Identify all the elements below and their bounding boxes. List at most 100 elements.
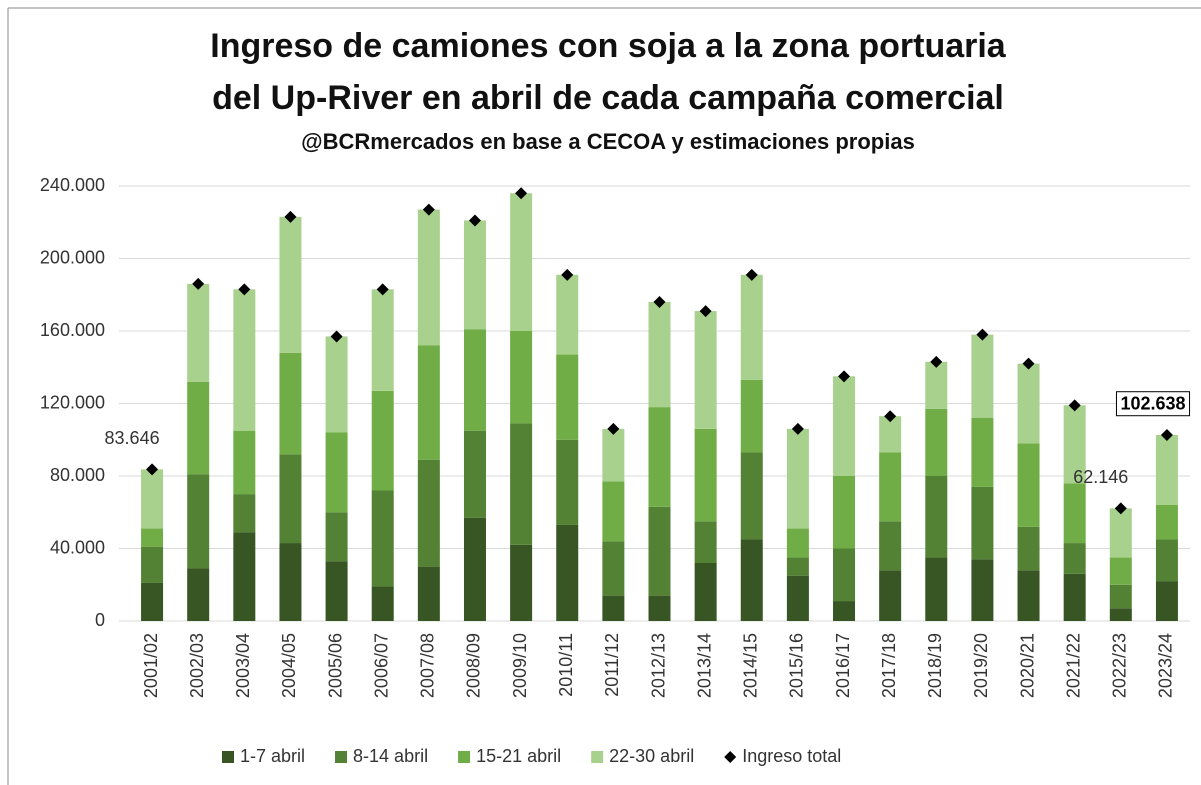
legend-swatch bbox=[458, 751, 471, 763]
bar-segment bbox=[510, 423, 533, 545]
x-tick-label: 2017/18 bbox=[879, 633, 899, 698]
chart-title: Ingreso de camiones con soja a la zona p… bbox=[210, 27, 1007, 65]
bar-segment bbox=[879, 452, 902, 522]
bar-segment bbox=[648, 506, 671, 596]
x-tick-label: 2004/05 bbox=[279, 633, 299, 698]
bar-segment bbox=[786, 428, 809, 529]
y-tick-label: 120.000 bbox=[40, 392, 105, 412]
x-tick-label: 2020/21 bbox=[1017, 633, 1037, 698]
bar-segment bbox=[694, 311, 717, 429]
bar-segment bbox=[463, 430, 486, 518]
bar-segment bbox=[1109, 508, 1132, 558]
total-marker bbox=[1160, 428, 1173, 441]
total-marker bbox=[1114, 502, 1127, 515]
bar-segment bbox=[602, 595, 625, 621]
bar-segment bbox=[417, 209, 440, 346]
bar-segment bbox=[1063, 483, 1086, 544]
bar-segment bbox=[971, 559, 994, 621]
bar-segment bbox=[371, 586, 394, 621]
total-marker bbox=[330, 330, 343, 343]
bar-segment bbox=[141, 528, 164, 547]
legend-swatch bbox=[335, 751, 348, 763]
bar-segment bbox=[694, 428, 717, 522]
bar-segment bbox=[1155, 434, 1178, 505]
bar-segment bbox=[463, 329, 486, 431]
x-tick-label: 2001/02 bbox=[141, 633, 161, 698]
legend-swatch bbox=[591, 751, 604, 763]
total-marker bbox=[745, 268, 758, 281]
bar-segment bbox=[417, 566, 440, 621]
bar-segment bbox=[1017, 443, 1040, 527]
total-marker bbox=[607, 422, 620, 435]
y-tick-label: 160.000 bbox=[40, 320, 105, 340]
bar-segment bbox=[279, 543, 302, 621]
bar-segment bbox=[602, 541, 625, 596]
x-tick-label: 2011/12 bbox=[602, 633, 622, 697]
bar-segment bbox=[740, 452, 763, 540]
bar-segment bbox=[971, 486, 994, 560]
x-tick-label: 2014/15 bbox=[741, 633, 761, 698]
data-label-box bbox=[1115, 391, 1191, 417]
x-tick-label: 2006/07 bbox=[371, 633, 391, 698]
total-marker bbox=[1068, 399, 1081, 412]
bar-segment bbox=[971, 334, 994, 418]
total-marker bbox=[653, 296, 666, 308]
x-tick-label: 2023/24 bbox=[1156, 633, 1176, 698]
bar-segment bbox=[510, 193, 533, 331]
total-marker bbox=[468, 214, 481, 227]
data-label: 83.646 bbox=[105, 428, 160, 448]
bar-segment bbox=[1017, 363, 1040, 444]
legend-label: 8-14 abril bbox=[353, 746, 428, 766]
bar-segment bbox=[187, 283, 210, 382]
x-tick-label: 2002/03 bbox=[187, 633, 207, 698]
x-tick-label: 2009/10 bbox=[510, 633, 530, 698]
bar-segment bbox=[786, 557, 809, 576]
x-tick-label: 2022/23 bbox=[1110, 633, 1130, 698]
y-tick-label: 200.000 bbox=[40, 247, 105, 267]
bar-segment bbox=[1063, 405, 1086, 484]
bar-segment bbox=[141, 582, 164, 621]
y-tick-label: 40.000 bbox=[50, 537, 105, 557]
bar-segment bbox=[833, 476, 856, 549]
bar-segment bbox=[279, 216, 302, 353]
bar-segment bbox=[648, 595, 671, 621]
bar-segment bbox=[925, 476, 948, 558]
x-tick-label: 2007/08 bbox=[418, 633, 438, 698]
bar-segment bbox=[925, 361, 948, 409]
bar-segment bbox=[740, 379, 763, 453]
x-tick-label: 2019/20 bbox=[971, 633, 991, 698]
total-marker bbox=[699, 305, 712, 318]
bar-segment bbox=[417, 345, 440, 460]
x-tick-label: 2018/19 bbox=[925, 633, 945, 698]
bar-segment bbox=[786, 528, 809, 558]
chart-subtitle: @BCRmercados en base a CECOA y estimacio… bbox=[301, 129, 915, 154]
bar-segment bbox=[463, 220, 486, 330]
bar-segment bbox=[879, 521, 902, 571]
bar-segment bbox=[786, 575, 809, 621]
total-marker bbox=[791, 422, 804, 435]
bar-segment bbox=[602, 428, 625, 482]
bar-segment bbox=[1017, 570, 1040, 621]
y-tick-label: 80.000 bbox=[50, 465, 105, 485]
bar-segment bbox=[556, 274, 579, 355]
total-marker bbox=[884, 410, 897, 423]
bar-segment bbox=[1155, 505, 1178, 540]
bar-segment bbox=[833, 376, 856, 476]
legend-label: 15-21 abril bbox=[476, 746, 561, 766]
bar-segment bbox=[141, 546, 164, 583]
total-marker bbox=[1022, 357, 1035, 370]
bar-segment bbox=[141, 469, 164, 529]
bar-segment bbox=[371, 289, 394, 391]
x-tick-label: 2013/14 bbox=[694, 633, 714, 698]
total-marker bbox=[976, 328, 989, 341]
bar-segment bbox=[463, 517, 486, 621]
bar-segment bbox=[233, 532, 256, 621]
bar-segment bbox=[325, 432, 348, 513]
bar-segment bbox=[279, 454, 302, 544]
bar-segment bbox=[1063, 543, 1086, 574]
bar-segment bbox=[556, 439, 579, 525]
bar-segment bbox=[1155, 581, 1178, 621]
bar-segment bbox=[510, 544, 533, 621]
bar-segment bbox=[325, 561, 348, 621]
bar-segment bbox=[740, 274, 763, 380]
